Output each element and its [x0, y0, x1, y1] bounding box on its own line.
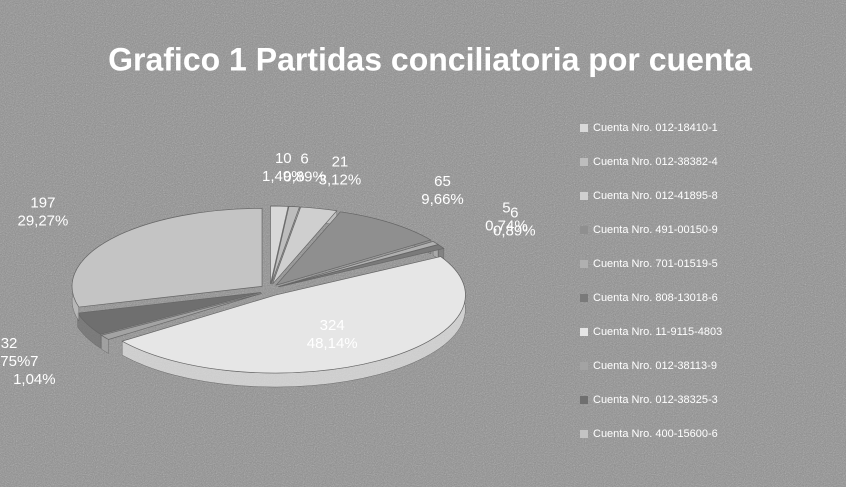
slice-group: [71, 208, 263, 322]
slice: [270, 205, 289, 285]
legend-label: Cuenta Nro. 701-01519-5: [593, 258, 718, 270]
data-label-count: 6: [510, 204, 518, 221]
slice: [121, 256, 466, 374]
chart-title: Grafico 1 Partidas conciliatoria por cue…: [108, 41, 752, 77]
slice-group: [272, 206, 338, 285]
slice: [272, 206, 338, 285]
legend-swatch: [580, 362, 588, 370]
slice: [274, 211, 432, 286]
legend-swatch: [580, 396, 588, 404]
legend-label: Cuenta Nro. 400-15600-6: [593, 428, 718, 440]
data-label-percent: 0,89%: [283, 169, 326, 186]
legend-swatch: [580, 192, 588, 200]
legend-label: Cuenta Nro. 012-38113-9: [593, 360, 717, 372]
legend-label: Cuenta Nro. 808-13018-6: [593, 292, 718, 304]
legend-swatch: [580, 260, 588, 268]
slice: [278, 244, 445, 288]
data-label-count: 324: [320, 317, 345, 334]
slice-group: [100, 293, 262, 354]
data-label-count: 65: [434, 173, 451, 190]
legend-label: Cuenta Nro. 11-9115-4803: [593, 326, 722, 338]
legend-label: Cuenta Nro. 012-18410-1: [593, 122, 718, 134]
data-label-percent: 29,27%: [17, 212, 68, 229]
data-label-percent: 3,12%: [319, 171, 362, 188]
data-label-count: 6: [300, 151, 308, 168]
slice: [100, 293, 262, 340]
legend-label: Cuenta Nro. 012-41895-8: [593, 190, 718, 202]
legend-label: Cuenta Nro. 012-38325-3: [593, 394, 718, 406]
legend: Cuenta Nro. 012-18410-1 Cuenta Nro. 012-3…: [580, 122, 722, 440]
legend-swatch: [580, 158, 588, 166]
data-label-count: 7: [30, 353, 38, 370]
legend-label: Cuenta Nro. 491-00150-9: [593, 224, 718, 236]
data-label-count: 10: [275, 150, 292, 167]
slice-group: [121, 256, 466, 388]
slice-group: [270, 205, 289, 285]
data-label-count: 197: [30, 194, 55, 211]
legend-swatch: [580, 328, 588, 336]
data-label-percent: 48,14%: [307, 335, 358, 352]
legend-swatch: [580, 226, 588, 234]
slice: [270, 206, 300, 285]
data-label-count: 5: [502, 200, 510, 217]
data-label-count: 21: [332, 153, 349, 170]
data-label-percent: 1,04%: [13, 371, 56, 388]
slice-group: [274, 211, 432, 286]
legend-label: Cuenta Nro. 012-38382-4: [593, 156, 718, 168]
data-label-count: 32: [1, 335, 18, 352]
data-label-percent: 4,75%: [0, 353, 30, 370]
slice: [71, 208, 263, 308]
legend-swatch: [580, 124, 588, 132]
data-label-percent: 0,89%: [493, 222, 536, 239]
legend-swatch: [580, 430, 588, 438]
data-label-percent: 0,74%: [485, 218, 528, 235]
pie: 101,49%60,89%213,12% 659,66%50,74%60,89%3…: [0, 150, 536, 388]
legend-swatch: [580, 294, 588, 302]
data-label-percent: 1,49%: [262, 168, 305, 185]
data-label-percent: 9,66%: [421, 191, 464, 208]
